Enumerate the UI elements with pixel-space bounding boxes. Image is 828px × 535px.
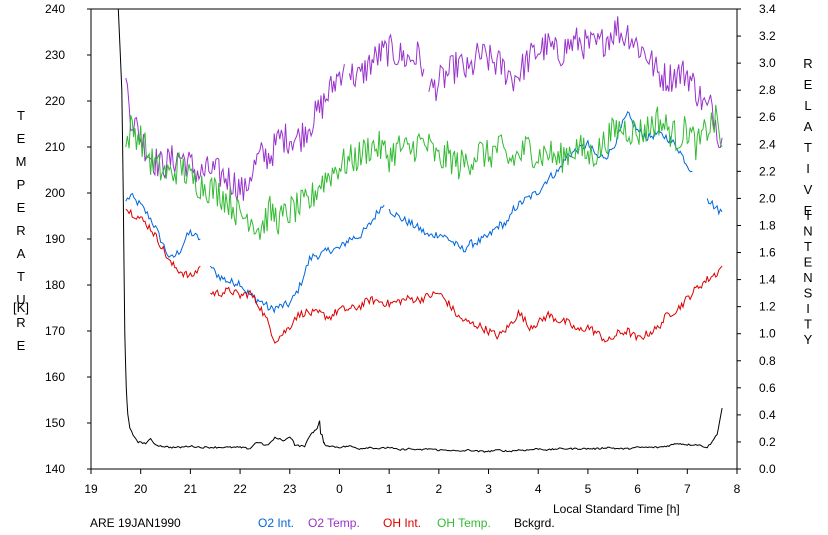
- legend-oh-temp: OH Temp.: [437, 516, 491, 530]
- series-line-oh-temp: [125, 104, 723, 240]
- left-axis-letter: A: [17, 246, 26, 261]
- right-tick-label: 2.6: [759, 110, 776, 124]
- x-tick-label: 8: [734, 482, 741, 496]
- left-axis-letter: R: [16, 223, 25, 238]
- right-axis-letter: T: [804, 317, 812, 332]
- x-axis-label: Local Standard Time [h]: [553, 502, 680, 516]
- legend-bckgrd: Bckgrd.: [514, 516, 555, 530]
- legend-o2-int: O2 Int.: [258, 516, 294, 530]
- x-tick-label: 0: [336, 482, 343, 496]
- right-tick-label: 1.0: [759, 327, 776, 341]
- right-tick-label: 0.4: [759, 408, 776, 422]
- right-tick-label: 3.2: [759, 29, 776, 43]
- left-tick-label: 150: [45, 416, 65, 430]
- series-line-bckgrd: [117, 8, 723, 453]
- left-axis-letter: T: [17, 269, 25, 284]
- right-axis-letter: N: [803, 270, 812, 285]
- x-tick-label: 2: [436, 482, 443, 496]
- right-tick-label: 0.0: [759, 462, 776, 476]
- series-line-o2-int: [125, 192, 201, 258]
- series-line-o2-int: [706, 198, 723, 216]
- right-axis-letter: I: [806, 161, 810, 176]
- right-axis-letter: E: [804, 255, 813, 270]
- right-axis-letter: I: [806, 301, 810, 316]
- left-tick-label: 220: [45, 94, 65, 108]
- x-tick-label: 3: [485, 482, 492, 496]
- x-tick-label: 20: [134, 482, 148, 496]
- left-axis-letter: T: [17, 108, 25, 123]
- legend-oh-int: OH Int.: [383, 516, 421, 530]
- right-tick-label: 0.6: [759, 381, 776, 395]
- x-tick-label: 5: [585, 482, 592, 496]
- x-tick-label: 6: [634, 482, 641, 496]
- right-tick-label: 2.4: [759, 137, 776, 151]
- left-tick-label: 170: [45, 324, 65, 338]
- left-axis-letter: E: [17, 200, 26, 215]
- right-axis-letter: E: [804, 203, 813, 218]
- series-line-o2-temp: [428, 16, 723, 149]
- left-axis-letter: P: [17, 177, 26, 192]
- left-axis-letter: M: [16, 154, 27, 169]
- left-axis: 140 150 160 170 180 190 200 210 220 230 240: [45, 2, 91, 476]
- right-tick-label: 2.2: [759, 164, 776, 178]
- left-axis-letter: R: [16, 315, 25, 330]
- right-tick-label: 1.6: [759, 246, 776, 260]
- legend-o2-temp: O2 Temp.: [308, 516, 360, 530]
- left-tick-label: 240: [45, 2, 65, 16]
- left-axis-letter: E: [17, 131, 26, 146]
- left-tick-label: 200: [45, 186, 65, 200]
- right-axis: 0.0 0.2 0.4 0.6 0.8 1.0 1.2 1.4 1.6 1.8 2.0 2.2 2.4 2…: [737, 2, 776, 476]
- series-line-oh-int: [210, 265, 723, 344]
- right-axis-letter: I: [806, 208, 810, 223]
- x-tick-label: 21: [184, 482, 198, 496]
- right-tick-label: 0.8: [759, 354, 776, 368]
- left-axis-letter: U: [16, 292, 25, 307]
- x-tick-label: 23: [283, 482, 297, 496]
- right-axis-letter: S: [804, 286, 813, 301]
- station-label: ARE 19JAN1990: [90, 516, 181, 530]
- legend: O2 Int. O2 Temp. OH Int. OH Temp. Bckgrd…: [258, 516, 555, 530]
- right-axis-letter: E: [804, 77, 813, 92]
- left-tick-label: 140: [45, 462, 65, 476]
- x-axis: 19 20 21 22 23 0 1 2 3 4 5 6 7 8: [84, 469, 741, 496]
- x-tick-label: 22: [233, 482, 247, 496]
- left-tick-label: 230: [45, 48, 65, 62]
- right-axis-letter: A: [804, 119, 813, 134]
- plot-frame: [90, 8, 738, 470]
- right-axis-letter: N: [803, 224, 812, 239]
- left-tick-label: 160: [45, 370, 65, 384]
- right-tick-label: 2.0: [759, 191, 776, 205]
- series-line-o2-temp: [125, 64, 345, 202]
- series-layer: [117, 8, 723, 453]
- series-line-o2-int: [209, 204, 385, 314]
- right-tick-label: 1.2: [759, 300, 776, 314]
- series-line-oh-int: [125, 208, 201, 279]
- x-tick-label: 1: [386, 482, 393, 496]
- right-axis-letter: Y: [804, 332, 813, 347]
- right-axis-letter: L: [804, 98, 811, 113]
- x-tick-label: 7: [684, 482, 691, 496]
- right-tick-label: 3.4: [759, 2, 776, 16]
- right-tick-label: 1.4: [759, 273, 776, 287]
- left-tick-label: 180: [45, 278, 65, 292]
- right-tick-label: 1.8: [759, 218, 776, 232]
- left-tick-label: 210: [45, 140, 65, 154]
- left-tick-label: 190: [45, 232, 65, 246]
- right-axis-letter: V: [804, 182, 813, 197]
- right-axis-letter: T: [804, 239, 812, 254]
- right-axis-letter: T: [804, 140, 812, 155]
- right-tick-label: 0.2: [759, 435, 776, 449]
- left-axis-unit: [K]: [13, 300, 29, 315]
- right-tick-label: 2.8: [759, 83, 776, 97]
- x-tick-label: 4: [535, 482, 542, 496]
- right-axis-letter: R: [803, 56, 812, 71]
- right-tick-label: 3.0: [759, 56, 776, 70]
- x-tick-label: 19: [84, 482, 98, 496]
- left-axis-letter: E: [17, 338, 26, 353]
- series-line-o2-temp: [348, 33, 425, 88]
